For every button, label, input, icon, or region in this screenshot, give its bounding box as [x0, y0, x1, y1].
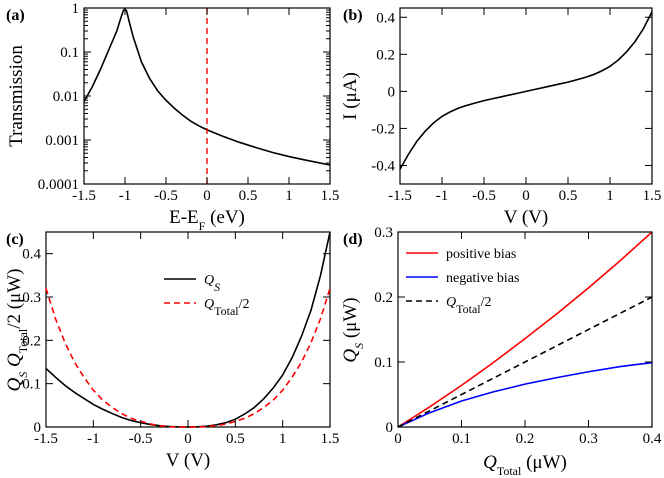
panel-c-xtick-label: -1.5	[34, 431, 58, 447]
panel-d-ytick-label: 0.1	[374, 355, 393, 371]
panel-b-ytick-label: 0.2	[376, 47, 395, 63]
panel-c-ytick-label: 0.2	[22, 333, 41, 349]
panel-c-xtick-label: -1	[87, 431, 100, 447]
panel-d-series-0	[397, 231, 653, 428]
panel-c-legend-label: QS	[204, 273, 220, 294]
panel-a-series-0	[83, 7, 331, 166]
panel-b-ytick-label: -0.4	[371, 158, 395, 174]
panel-b-ytick-label: -0.2	[371, 121, 395, 137]
panel-c-ytick-label: 0.3	[22, 290, 41, 306]
panel-a-xtick-label: -1	[119, 188, 132, 204]
panel-b: (b) -1.5 -1 -0.5 0 0.5 1 1.5 -0.4 -0.2 0 0.2 0.4 V …	[340, 7, 661, 228]
panel-b-xlabel: V (V)	[504, 207, 549, 228]
panel-a-xlabel: E-EF (eV)	[169, 207, 245, 233]
panel-c-ylabel: QS QTotal/2 (μW)	[4, 268, 30, 391]
panel-d-xtick-label: 0.2	[516, 431, 535, 447]
panel-c-label: (c)	[6, 231, 24, 248]
panel-b-ytick-label: 0.4	[376, 10, 395, 26]
panel-c-xtick-label: -0.5	[129, 431, 153, 447]
panel-c-frame	[45, 231, 331, 428]
panel-c-ytick-label: 0.1	[22, 377, 41, 393]
panel-d-frame	[397, 231, 653, 428]
panel-d-xtick-label: 0.1	[452, 431, 471, 447]
panel-b-xtick-label: -1.5	[388, 188, 412, 204]
panel-a-xtick-label: 1.5	[321, 188, 340, 204]
panel-a-xtick-label: 1	[285, 188, 293, 204]
panel-c-series-0	[45, 231, 331, 428]
panel-a-ytick-label: 0.001	[45, 133, 79, 149]
panel-c-xtick-label: 0	[184, 431, 192, 447]
panel-a-ytick-label: 0.0001	[38, 177, 79, 193]
panel-d-legend-label: positive bias	[446, 247, 516, 262]
panel-a-xtick-label: 0.5	[239, 188, 258, 204]
panel-a-xtick-label: -0.5	[154, 188, 178, 204]
panel-b-series-0	[399, 11, 653, 170]
panel-d-legend-label: negative bias	[446, 271, 519, 286]
panel-b-ytick-label: 0	[388, 84, 396, 100]
panel-b-label: (b)	[343, 7, 363, 24]
panel-d-label: (d)	[343, 231, 363, 248]
panel-d-ytick-label: 0.2	[374, 290, 393, 306]
panel-d-xlabel: QTotal (μW)	[483, 452, 567, 478]
panel-b-xtick-label: -0.5	[472, 188, 496, 204]
panel-d-xtick-label: 0.4	[643, 431, 662, 447]
panel-a-ytick-label: 0.1	[60, 45, 79, 61]
panel-c: (c) -1.5 -1 -0.5 0 0.5 1 1.5 0 0.1 0.2 0.3 0.4 QS QT…	[4, 231, 339, 471]
panel-c-ytick-label: 0.4	[22, 247, 41, 263]
panel-b-frame	[399, 7, 653, 185]
panel-b-xtick-label: 1	[606, 188, 614, 204]
panel-d-ytick-label: 0.3	[374, 225, 393, 241]
panel-b-ylabel: I (μA)	[340, 72, 361, 120]
panel-c-xtick-label: 1.5	[321, 431, 340, 447]
panel-a-xtick-label: -1.5	[72, 188, 96, 204]
panel-b-xtick-label: 0	[522, 188, 530, 204]
panel-d-legend-label: QTotal/2	[446, 295, 492, 316]
panel-d-xtick-label: 0.3	[579, 431, 598, 447]
panel-a-ytick-label: 0.01	[53, 89, 79, 105]
panel-b-xtick-label: -1	[436, 188, 449, 204]
panel-a-ylabel: Transmission	[6, 45, 27, 147]
panel-c-xtick-label: 1	[279, 431, 287, 447]
panel-d-ylabel: QS (μW)	[340, 297, 366, 362]
panel-b-xtick-label: 0.5	[559, 188, 578, 204]
panel-a-label: (a)	[6, 7, 25, 24]
panel-a-ytick-label: 1	[72, 1, 80, 17]
panel-d: (d) 0 0.1 0.2 0.3 0.4 0 0.1 0.2 0.3 positive bia…	[340, 225, 662, 478]
panel-c-series-1	[45, 288, 331, 428]
panel-b-xtick-label: 1.5	[643, 188, 662, 204]
panel-d-xtick-label: 0	[394, 431, 402, 447]
panel-d-ytick-label: 0	[386, 420, 394, 436]
panel-d-series-2	[397, 296, 653, 428]
panel-a: (a) -1.5 -1 -0.5 0 0.5 1 1.5 0.0001 0.001 0.01 0.1…	[6, 1, 339, 233]
panel-c-ytick-label: 0	[34, 420, 42, 436]
panel-c-xlabel: V (V)	[166, 450, 211, 471]
panel-c-xtick-label: 0.5	[226, 431, 245, 447]
panel-a-xtick-label: 0	[203, 188, 211, 204]
panel-c-legend-label: QTotal/2	[204, 297, 250, 318]
panel-d-series-1	[397, 361, 653, 428]
